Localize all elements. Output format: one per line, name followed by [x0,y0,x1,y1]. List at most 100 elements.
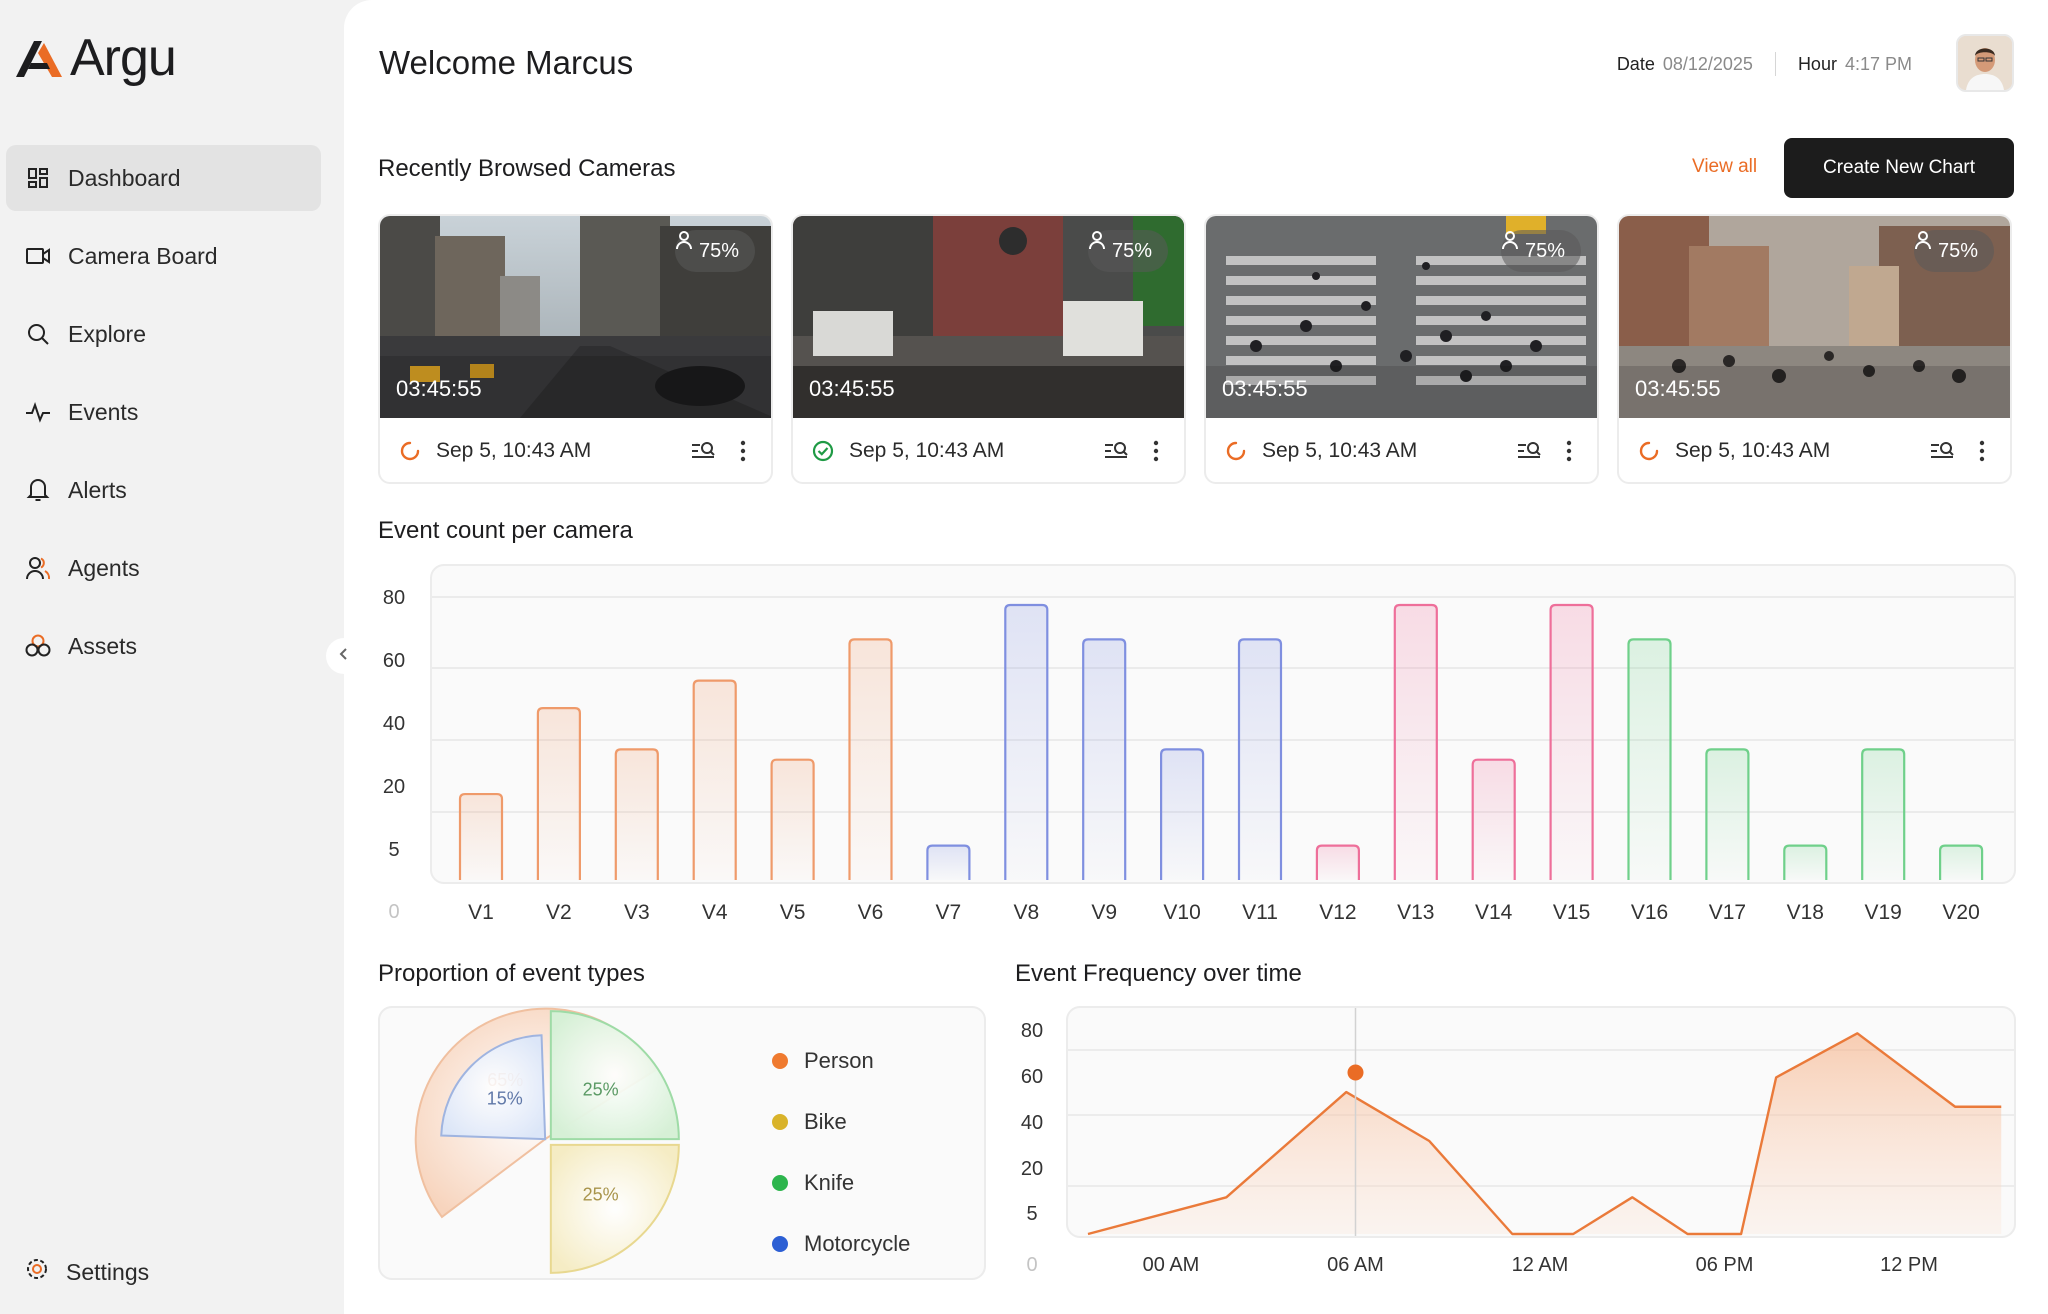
sidebar-item-dashboard[interactable]: Dashboard [6,145,321,211]
y-tick-label: 5 [1026,1203,1037,1225]
camera-date: Sep 5, 10:43 AM [1262,439,1418,462]
assets-icon [24,632,52,660]
camera-footer: Sep 5, 10:43 AM [1619,418,2010,482]
pie-slice[interactable] [549,1010,680,1141]
more-vertical-icon[interactable] [729,437,757,465]
users-icon [24,554,52,582]
camera-footer: Sep 5, 10:43 AM [1206,418,1597,482]
bar[interactable] [1237,638,1283,880]
camera-card[interactable]: 75% 03:45:55 Sep 5, 10:43 AM [1617,214,2012,484]
y-tick-label: 20 [1021,1158,1043,1180]
more-vertical-icon[interactable] [1555,437,1583,465]
bar[interactable] [1471,758,1516,880]
camera-date: Sep 5, 10:43 AM [436,439,592,462]
bar[interactable] [458,792,504,880]
bar[interactable] [1393,603,1438,880]
x-tick-label: 12 AM [1512,1254,1569,1276]
sidebar-item-label: Events [68,398,139,425]
x-tick-label: V13 [1397,901,1434,924]
main-panel: Welcome Marcus Date 08/12/2025 Hour 4:17… [344,0,2048,1314]
x-tick-label: V20 [1942,901,1979,924]
x-tick-label: V15 [1553,901,1590,924]
highlight-point[interactable] [1347,1064,1364,1081]
bar[interactable] [1160,748,1205,880]
camera-timestamp: 03:45:55 [1222,376,1308,401]
date-value: 08/12/2025 [1662,53,1753,74]
x-tick-label: V6 [858,901,884,924]
pie-chart: 65%25%25%15% [414,1007,680,1274]
bar[interactable] [1004,603,1049,880]
x-tick-label: V14 [1475,901,1513,924]
activity-icon [24,398,52,426]
settings-label: Settings [66,1258,150,1285]
bar[interactable] [1783,844,1828,880]
bar[interactable] [1082,638,1127,880]
search-list-icon[interactable] [1102,437,1130,465]
legend-item-knife[interactable]: Knife [772,1152,910,1213]
bar[interactable] [614,748,659,880]
x-tick-label: V9 [1091,901,1117,924]
camera-card[interactable]: 75% 03:45:55 Sep 5, 10:43 AM [1204,214,1599,484]
bar[interactable] [1549,603,1594,880]
view-all-link[interactable]: View all [1692,156,1758,177]
avatar[interactable] [1956,34,2014,92]
series-line[interactable] [1087,1032,2002,1236]
legend-item-bike[interactable]: Bike [772,1091,910,1152]
pie-slice[interactable] [549,1143,680,1274]
section-title-line-chart: Event Frequency over time [1015,960,1302,987]
x-tick-label: 12 PM [1880,1254,1938,1276]
y-tick-label: 20 [383,776,405,798]
section-title-cameras: Recently Browsed Cameras [378,155,676,182]
loading-icon [1222,437,1250,465]
sidebar-item-settings[interactable]: Settings [24,1256,149,1288]
camera-timestamp: 03:45:55 [809,376,895,401]
bar[interactable] [926,844,971,880]
bar[interactable] [848,638,893,880]
bar[interactable] [536,707,581,880]
legend-label: Person [804,1047,874,1073]
sidebar-item-agents[interactable]: Agents [6,535,321,601]
bar[interactable] [1627,638,1672,880]
bar[interactable] [1705,748,1750,880]
bar[interactable] [1315,844,1360,880]
date-label: Date [1616,53,1655,74]
camera-card[interactable]: 75% 03:45:55 Sep 5, 10:43 AM [378,214,773,484]
bar[interactable] [1939,844,1984,880]
camera-thumbnail[interactable]: 75% 03:45:55 [1619,216,2010,418]
search-list-icon[interactable] [1928,437,1956,465]
more-vertical-icon[interactable] [1968,437,1996,465]
legend-dot [772,1113,788,1130]
sidebar-item-explore[interactable]: Explore [6,301,321,367]
legend-label: Bike [804,1108,847,1134]
bar[interactable] [692,679,737,880]
sidebar-item-alerts[interactable]: Alerts [6,457,321,523]
bar[interactable] [770,758,815,880]
sidebar-item-events[interactable]: Events [6,379,321,445]
x-tick-label: 06 AM [1327,1254,1384,1276]
create-new-chart-button[interactable]: Create New Chart [1784,138,2014,198]
camera-thumbnail[interactable]: 75% 03:45:55 [380,216,771,418]
x-tick-label: V8 [1013,901,1039,924]
legend-item-motorcycle[interactable]: Motorcycle [772,1213,910,1274]
camera-thumbnail[interactable]: 75% 03:45:55 [793,216,1184,418]
camera-card[interactable]: 75% 03:45:55 Sep 5, 10:43 AM [791,214,1186,484]
sidebar-item-camera-board[interactable]: Camera Board [6,223,321,289]
search-list-icon[interactable] [689,437,717,465]
camera-thumbnail[interactable]: 75% 03:45:55 [1206,216,1597,418]
dashboard-icon [24,164,52,192]
x-tick-label: V2 [546,901,572,924]
search-list-icon[interactable] [1515,437,1543,465]
argu-logo-icon [16,41,62,77]
more-vertical-icon[interactable] [1142,437,1170,465]
x-tick-label: V4 [702,901,728,924]
sidebar-item-assets[interactable]: Assets [6,613,321,679]
header-meta: Date 08/12/2025 Hour 4:17 PM [1617,52,1912,76]
sidebar-item-label: Assets [68,632,138,659]
logo[interactable]: Argu [14,32,177,84]
bar[interactable] [1861,748,1906,880]
x-tick-label: V10 [1163,901,1200,924]
legend-item-person[interactable]: Person [772,1030,910,1091]
x-tick-label: 00 AM [1143,1254,1200,1276]
pie-slice[interactable] [440,1034,547,1141]
collapse-sidebar-button[interactable] [326,638,362,674]
